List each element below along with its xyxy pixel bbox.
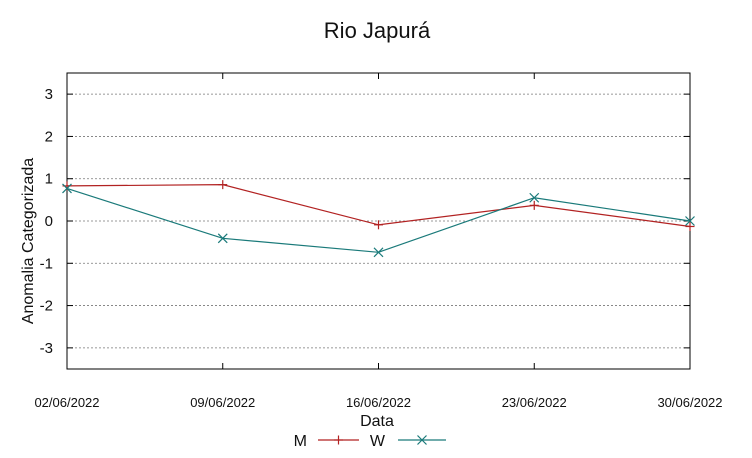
chart-title: Rio Japurá <box>324 18 431 43</box>
x-tick-label: 09/06/2022 <box>190 395 255 410</box>
y-tick-label: -2 <box>40 298 53 315</box>
x-axis-label: Data <box>360 413 394 430</box>
x-tick-label: 16/06/2022 <box>346 395 411 410</box>
x-tick-label: 02/06/2022 <box>34 395 99 410</box>
x-tick-label: 30/06/2022 <box>657 395 722 410</box>
series-point-W <box>685 216 695 226</box>
y-axis-label: Anomalia Categorizada <box>20 158 37 324</box>
legend-marker <box>417 435 427 445</box>
legend-label: M <box>294 433 307 450</box>
series-point-W <box>217 233 228 244</box>
y-tick-label: 2 <box>45 128 53 145</box>
y-tick-label: -1 <box>40 255 53 272</box>
y-axis-ticks: 3 2 1 0 -1 -2 -3 <box>40 86 690 357</box>
legend-label: W <box>370 433 386 450</box>
x-axis-ticks: 02/06/2022 09/06/2022 16/06/2022 23/06/2022… <box>34 73 723 410</box>
y-tick-label: 0 <box>45 213 53 230</box>
series-group <box>62 180 695 258</box>
series-point-W <box>62 183 72 194</box>
series-point-W <box>529 192 540 203</box>
y-tick-label: -3 <box>40 340 53 357</box>
series-line-M <box>66 184 691 228</box>
y-tick-label: 3 <box>45 86 53 103</box>
series-point-W <box>373 247 384 258</box>
y-tick-label: 1 <box>45 171 53 188</box>
x-tick-label: 23/06/2022 <box>502 395 567 410</box>
